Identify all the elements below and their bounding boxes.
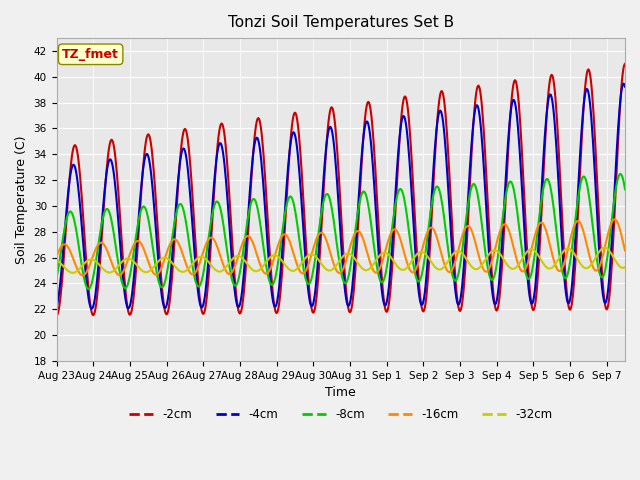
-16cm	[52, 254, 60, 260]
Line: -32cm: -32cm	[56, 248, 625, 273]
-32cm	[226, 259, 234, 265]
Line: -2cm: -2cm	[56, 64, 625, 316]
-4cm	[88, 306, 95, 312]
-32cm	[621, 264, 629, 270]
Line: -16cm: -16cm	[56, 219, 625, 276]
-2cm	[340, 258, 348, 264]
-8cm	[483, 259, 490, 264]
-8cm	[226, 267, 234, 273]
-4cm	[621, 84, 629, 90]
-32cm	[68, 270, 76, 276]
-2cm	[575, 187, 583, 193]
-8cm	[340, 280, 348, 286]
-2cm	[621, 61, 629, 67]
Title: Tonzi Soil Temperatures Set B: Tonzi Soil Temperatures Set B	[228, 15, 454, 30]
-4cm	[483, 213, 490, 219]
-32cm	[595, 249, 603, 255]
-16cm	[611, 216, 618, 222]
-32cm	[340, 252, 348, 258]
-2cm	[482, 166, 490, 171]
Legend: -2cm, -4cm, -8cm, -16cm, -32cm: -2cm, -4cm, -8cm, -16cm, -32cm	[124, 403, 557, 426]
-8cm	[576, 184, 584, 190]
-4cm	[576, 154, 584, 160]
X-axis label: Time: Time	[325, 386, 356, 399]
-16cm	[79, 273, 86, 278]
-4cm	[52, 304, 60, 310]
-16cm	[576, 219, 584, 225]
-16cm	[177, 247, 185, 252]
-2cm	[595, 202, 602, 207]
-4cm	[226, 231, 234, 237]
-4cm	[340, 284, 348, 289]
-8cm	[621, 186, 629, 192]
-2cm	[225, 191, 233, 196]
-16cm	[340, 263, 348, 268]
-8cm	[616, 171, 624, 177]
-8cm	[177, 202, 185, 207]
-8cm	[84, 286, 92, 292]
-4cm	[595, 245, 603, 251]
Line: -4cm: -4cm	[56, 84, 625, 309]
-16cm	[621, 248, 629, 253]
-8cm	[595, 268, 603, 274]
Line: -8cm: -8cm	[56, 174, 625, 289]
-4cm	[620, 81, 627, 86]
-32cm	[576, 260, 584, 266]
-32cm	[177, 269, 185, 275]
-32cm	[600, 245, 608, 251]
-32cm	[52, 258, 60, 264]
-8cm	[52, 275, 60, 281]
-4cm	[177, 152, 185, 158]
-2cm	[177, 154, 184, 159]
-32cm	[483, 255, 490, 261]
Text: TZ_fmet: TZ_fmet	[62, 48, 119, 61]
-2cm	[52, 313, 60, 319]
-16cm	[595, 265, 603, 271]
Y-axis label: Soil Temperature (C): Soil Temperature (C)	[15, 135, 28, 264]
-16cm	[483, 269, 490, 275]
-16cm	[226, 271, 234, 277]
